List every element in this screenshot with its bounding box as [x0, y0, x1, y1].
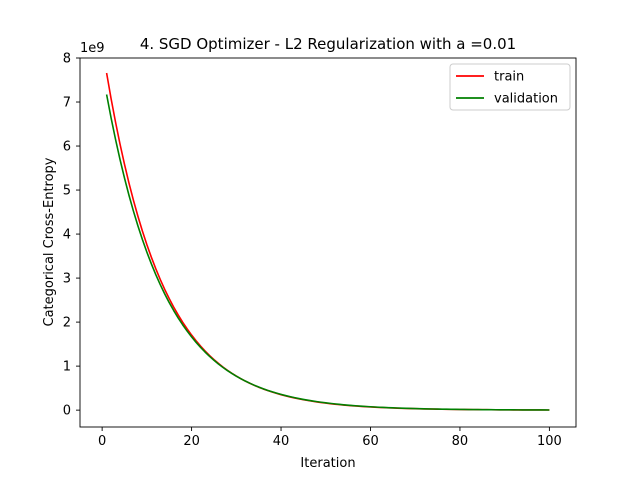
legend-label-validation: validation: [494, 92, 558, 107]
x-axis-label: Iteration: [300, 456, 355, 471]
y-tick-label: 6: [63, 140, 71, 155]
y-axis-offset-label: 1e9: [80, 41, 105, 56]
y-tick-label: 1: [63, 360, 71, 375]
x-tick-label: 100: [537, 434, 562, 449]
axes-frame: [79, 57, 577, 428]
y-tick-label: 4: [63, 228, 71, 243]
chart-title: 4. SGD Optimizer - L2 Regularization wit…: [140, 35, 516, 53]
plot-area: [79, 57, 577, 428]
x-tick-label: 60: [362, 434, 379, 449]
y-axis-label: Categorical Cross-Entropy: [42, 157, 57, 326]
legend-label-train: train: [494, 70, 524, 85]
x-tick-label: 0: [98, 434, 106, 449]
axis-ticks: 0 20 40 60 80 100 0 1 2 3 4 5 6 7 8: [63, 52, 562, 450]
y-tick-label: 7: [63, 96, 71, 111]
y-tick-label: 2: [63, 316, 71, 331]
legend: train validation: [449, 63, 571, 111]
x-tick-label: 40: [273, 434, 290, 449]
y-tick-label: 0: [63, 404, 71, 419]
y-tick-label: 3: [63, 272, 71, 287]
x-tick-label: 20: [183, 434, 200, 449]
x-tick-label: 80: [452, 434, 469, 449]
y-tick-label: 8: [63, 52, 71, 67]
series-line-validation: [105, 94, 550, 411]
y-tick-label: 5: [63, 184, 71, 199]
